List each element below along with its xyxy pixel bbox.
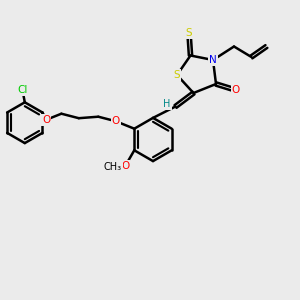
- Text: O: O: [112, 116, 120, 126]
- Text: O: O: [121, 161, 129, 171]
- Text: N: N: [209, 55, 217, 65]
- Text: S: S: [186, 28, 192, 38]
- Text: S: S: [174, 70, 180, 80]
- Text: O: O: [231, 85, 240, 95]
- Text: Cl: Cl: [17, 85, 28, 95]
- Text: CH₃: CH₃: [103, 162, 122, 172]
- Text: H: H: [164, 99, 171, 109]
- Text: O: O: [42, 115, 50, 125]
